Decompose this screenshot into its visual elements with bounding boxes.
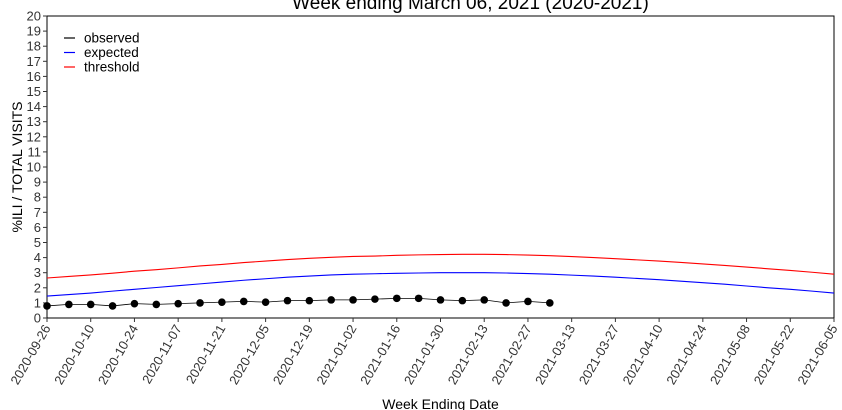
observed-point (546, 299, 554, 307)
x-tick-label: 2021-06-05 (794, 322, 840, 387)
observed-point (152, 300, 161, 309)
y-tick-label: 14 (27, 99, 41, 114)
observed-point (108, 302, 117, 310)
x-tick-label: 2021-04-24 (663, 322, 709, 387)
legend-label-threshold: threshold (84, 60, 140, 75)
y-tick-label: 2 (34, 280, 41, 295)
x-tick-label: 2021-03-13 (532, 322, 578, 387)
observed-point (371, 295, 379, 303)
x-tick-label: 2021-01-16 (357, 322, 403, 387)
y-tick-label: 4 (34, 250, 41, 265)
x-axis-title: Week Ending Date (382, 396, 499, 410)
x-tick-label: 2021-03-27 (576, 322, 622, 387)
y-tick-label: 20 (27, 9, 41, 24)
legend-label-expected: expected (84, 45, 139, 60)
x-tick-label: 2020-12-05 (226, 322, 272, 387)
x-tick-label: 2021-05-08 (707, 322, 753, 387)
expected-line (46, 272, 835, 297)
x-tick-label: 2020-10-24 (95, 322, 141, 387)
observed-point (305, 296, 314, 305)
y-tick-label: 13 (27, 114, 41, 129)
y-tick-label: 0 (34, 311, 41, 326)
observed-point (524, 297, 532, 306)
observed-point (43, 302, 51, 310)
legend-label-observed: observed (84, 31, 140, 46)
y-tick-label: 15 (27, 84, 41, 99)
observed-point (436, 296, 445, 304)
observed-point (174, 299, 182, 308)
x-tick-label: 2021-01-02 (313, 322, 359, 387)
x-tick-label: 2020-10-10 (51, 322, 97, 387)
chart-title: Week ending March 06, 2021 (2020-2021) (292, 0, 649, 14)
observed-point (458, 296, 467, 305)
y-tick-label: 11 (28, 144, 42, 159)
observed-point (86, 300, 95, 309)
observed-point (218, 298, 226, 306)
x-tick-label: 2020-12-19 (270, 322, 316, 387)
y-tick-label: 6 (34, 220, 41, 235)
y-tick-label: 17 (27, 54, 41, 69)
x-tick-label: 2020-11-07 (139, 322, 185, 386)
y-tick-label: 10 (27, 160, 41, 175)
observed-point (196, 299, 204, 307)
y-tick-label: 9 (34, 175, 41, 190)
observed-point (502, 299, 510, 307)
y-tick-label: 3 (34, 265, 41, 280)
observed-point (261, 298, 270, 306)
observed-point (392, 294, 401, 303)
observed-point (130, 299, 139, 308)
observed-point (327, 296, 335, 304)
x-tick-label: 2021-04-10 (619, 322, 665, 387)
observed-point (480, 296, 489, 304)
y-tick-label: 5 (34, 235, 41, 250)
observed-point (349, 296, 357, 304)
observed-point (65, 300, 73, 309)
x-tick-label: 2021-02-13 (445, 322, 491, 387)
y-tick-label: 16 (27, 69, 41, 84)
observed-point (239, 297, 248, 306)
y-tick-label: 19 (27, 24, 41, 39)
observed-point (414, 294, 423, 303)
y-tick-label: 12 (27, 129, 41, 144)
y-tick-label: 8 (34, 190, 41, 205)
y-tick-label: 7 (34, 205, 41, 220)
x-tick-label: 2021-02-27 (488, 322, 534, 387)
x-tick-label: 2020-09-26 (7, 322, 53, 387)
x-tick-label: 2021-05-22 (751, 322, 797, 387)
x-tick-label: 2020-11-21 (183, 322, 229, 386)
observed-point (283, 296, 292, 305)
threshold-line (46, 253, 835, 279)
observed-line (46, 297, 550, 307)
y-tick-label: 1 (34, 295, 41, 310)
y-axis-title: %ILI / TOTAL VISITS (9, 102, 25, 233)
y-tick-label: 18 (27, 39, 41, 54)
x-tick-label: 2021-01-30 (401, 322, 447, 387)
